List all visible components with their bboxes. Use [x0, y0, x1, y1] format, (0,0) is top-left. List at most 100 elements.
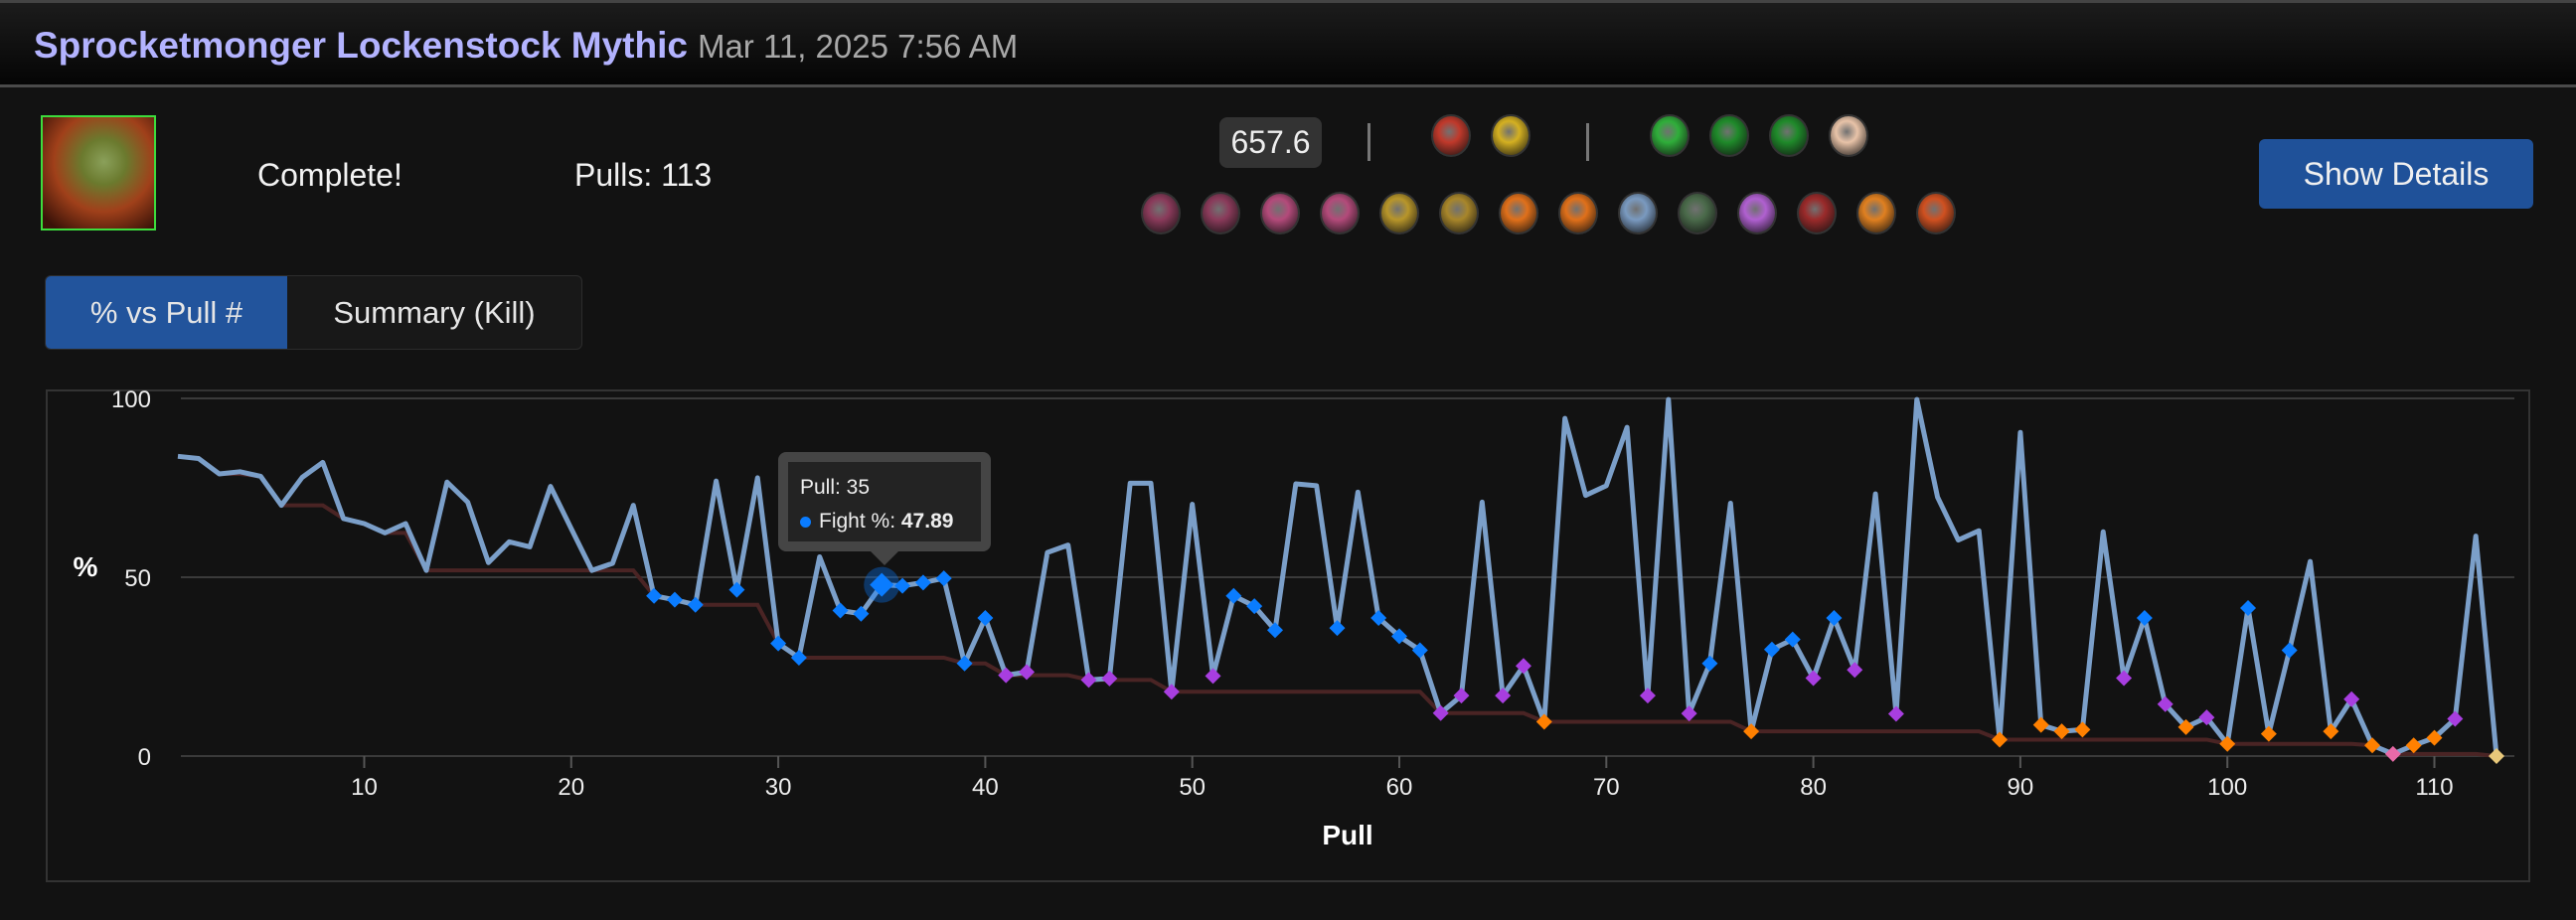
- phase-marker-purple: [1847, 662, 1863, 679]
- tooltip-pull: Pull: 35: [800, 476, 871, 499]
- best-progress-line: [177, 454, 2497, 758]
- phase-marker-purple: [2447, 710, 2464, 727]
- phase-marker-orange: [1743, 723, 1760, 740]
- tank-icon-1: [1431, 114, 1471, 157]
- phase-marker-blue: [1701, 655, 1718, 672]
- tooltip-value: 47.89: [900, 510, 954, 533]
- tank-icon-2: [1491, 114, 1530, 157]
- phase-marker-blue: [1225, 587, 1242, 604]
- page-title: Sprocketmonger Lockenstock Mythic Mar 11,…: [34, 25, 1018, 67]
- dps-icon-1: [1141, 192, 1181, 234]
- x-tick-label: 20: [558, 774, 584, 801]
- dps-icon-4: [1320, 192, 1360, 234]
- phase-marker-blue: [956, 655, 973, 672]
- x-tick-label: 100: [2207, 774, 2247, 801]
- phase-marker-orange: [2219, 735, 2236, 752]
- phase-marker-orange: [2364, 737, 2381, 754]
- dps-icon-6: [1439, 192, 1479, 234]
- x-tick-label: 80: [1800, 774, 1827, 801]
- phase-marker-purple: [2343, 690, 2360, 707]
- phase-marker-blue: [1826, 610, 1843, 627]
- phase-marker-blue: [832, 602, 849, 619]
- phase-marker-blue: [894, 577, 911, 594]
- dps-icon-9: [1618, 192, 1658, 234]
- healer-icon-2: [1709, 114, 1749, 157]
- phase-marker-orange: [2053, 723, 2070, 740]
- y-tick-label: 100: [111, 386, 151, 413]
- dps-icon-13: [1856, 192, 1896, 234]
- x-tick-label: 90: [2008, 774, 2034, 801]
- dps-icon-14: [1916, 192, 1956, 234]
- dps-icon-2: [1201, 192, 1240, 234]
- phase-marker-orange: [2032, 716, 2049, 733]
- phase-marker-blue: [1763, 641, 1780, 658]
- phase-marker-orange: [2426, 729, 2443, 746]
- phase-marker-blue: [687, 596, 704, 613]
- pull-count: Pulls: 113: [574, 157, 713, 193]
- phase-marker-purple: [1080, 672, 1097, 689]
- score-badge: 657.6: [1219, 117, 1322, 168]
- tooltip-label: Fight %:: [819, 510, 901, 533]
- phase-marker-blue: [914, 574, 931, 591]
- boss-title: Sprocketmonger Lockenstock Mythic: [34, 25, 688, 66]
- phase-marker-blue: [977, 610, 994, 627]
- x-tick-label: 10: [351, 774, 378, 801]
- phase-marker-purple: [998, 667, 1015, 684]
- phase-marker-blue: [1329, 620, 1346, 637]
- show-details-button[interactable]: Show Details: [2259, 139, 2533, 209]
- phase-marker-purple: [1515, 658, 1531, 675]
- phase-marker-blue: [646, 587, 663, 604]
- tooltip-arrow: [871, 551, 898, 565]
- boss-avatar: [41, 115, 156, 230]
- phase-marker-purple: [1205, 668, 1221, 685]
- phase-marker-orange: [2177, 718, 2194, 735]
- phase-marker-orange: [2405, 737, 2422, 754]
- phase-marker-pink: [2384, 745, 2401, 762]
- tab-percent-vs-pull[interactable]: % vs Pull #: [46, 276, 287, 349]
- healer-icon-1: [1650, 114, 1690, 157]
- divider: [1586, 123, 1589, 161]
- phase-marker-blue: [1784, 631, 1801, 648]
- x-tick-label: 40: [972, 774, 999, 801]
- phase-marker-blue: [728, 581, 745, 598]
- phase-marker-purple: [1019, 664, 1036, 681]
- healer-icon-3: [1769, 114, 1809, 157]
- phase-marker-orange: [1992, 731, 2009, 748]
- phase-marker-blue: [2281, 642, 2298, 659]
- phase-marker-orange: [2260, 725, 2277, 742]
- phase-marker-purple: [1887, 705, 1904, 722]
- phase-marker-blue: [1246, 598, 1263, 615]
- chart-panel: [46, 389, 2530, 882]
- view-tabs: % vs Pull # Summary (Kill): [45, 275, 582, 350]
- phase-marker-purple: [1432, 704, 1449, 721]
- phase-marker-blue: [1411, 642, 1428, 659]
- x-tick-label: 60: [1386, 774, 1413, 801]
- healer-icon-4: [1829, 114, 1868, 157]
- phase-marker-purple: [1163, 684, 1180, 700]
- page-header: Sprocketmonger Lockenstock Mythic Mar 11,…: [0, 0, 2576, 87]
- series-dot-icon: [800, 516, 811, 528]
- x-tick-label: 50: [1179, 774, 1206, 801]
- y-tick-label: 0: [138, 744, 151, 771]
- dps-icon-7: [1499, 192, 1538, 234]
- phase-marker-purple: [2198, 709, 2215, 726]
- phase-marker-purple: [1681, 705, 1697, 722]
- phase-marker-blue: [2136, 610, 2153, 627]
- dps-icon-10: [1678, 192, 1717, 234]
- x-tick-label: 110: [2415, 774, 2453, 801]
- phase-marker-blue: [935, 570, 952, 587]
- tab-summary-kill[interactable]: Summary (Kill): [333, 295, 536, 330]
- chart-tooltip: Pull: 35 Fight %: 47.89: [778, 452, 991, 551]
- phase-marker-purple: [2157, 695, 2174, 712]
- phase-marker-orange: [2323, 723, 2339, 740]
- phase-marker-purple: [1453, 688, 1470, 704]
- phase-marker-orange: [1535, 713, 1552, 730]
- phase-marker-blue: [770, 635, 787, 652]
- phase-marker-purple: [1101, 670, 1118, 687]
- dps-icon-5: [1379, 192, 1419, 234]
- dps-icon-12: [1797, 192, 1837, 234]
- progress-status: Complete!: [257, 157, 402, 193]
- phase-marker-blue: [666, 591, 683, 608]
- x-tick-label: 30: [765, 774, 792, 801]
